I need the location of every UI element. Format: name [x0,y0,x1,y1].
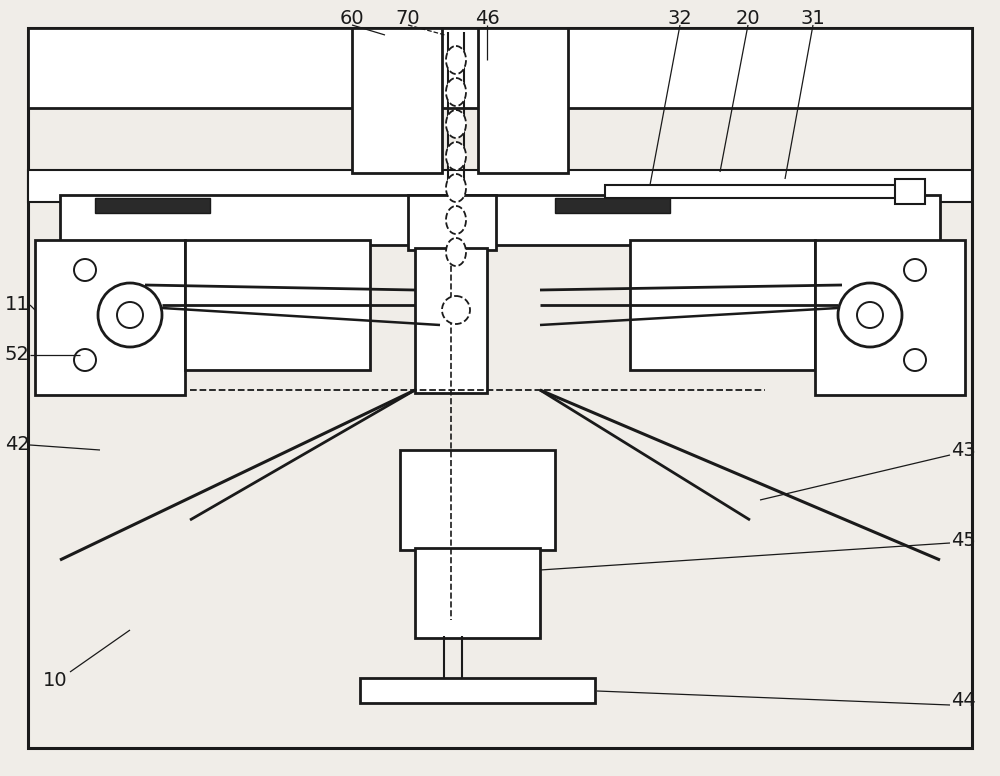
Text: 46: 46 [475,9,499,27]
Bar [895,179,925,204]
Text: 43: 43 [951,441,975,459]
Bar [35,240,185,395]
Bar [555,198,670,213]
Bar [185,240,370,370]
Bar [28,28,972,108]
Bar [415,248,487,393]
Circle shape [98,283,162,347]
Text: 20: 20 [736,9,760,27]
Circle shape [904,349,926,371]
Ellipse shape [446,110,466,138]
Text: 45: 45 [951,531,975,549]
Circle shape [117,302,143,328]
Text: 70: 70 [396,9,420,27]
Ellipse shape [446,142,466,170]
Circle shape [857,302,883,328]
Bar [60,195,940,245]
Text: 10: 10 [43,670,67,690]
Circle shape [904,259,926,281]
Bar [408,195,496,250]
Bar [352,28,442,173]
Circle shape [74,349,96,371]
Circle shape [74,259,96,281]
Bar [815,240,965,395]
Ellipse shape [446,174,466,202]
Bar [415,548,540,638]
Bar [28,170,972,202]
Text: 11: 11 [5,296,29,314]
Text: 44: 44 [951,691,975,709]
Ellipse shape [442,296,470,324]
Ellipse shape [446,206,466,234]
Ellipse shape [446,46,466,74]
Bar [95,198,210,213]
Text: 31: 31 [801,9,825,27]
Text: 52: 52 [5,345,29,365]
Ellipse shape [446,78,466,106]
Bar [360,678,595,703]
Circle shape [838,283,902,347]
Bar [400,450,555,550]
Bar [630,240,815,370]
Bar [605,185,900,198]
Text: 60: 60 [340,9,364,27]
Text: 42: 42 [5,435,29,455]
Bar [478,28,568,173]
Text: 32: 32 [668,9,692,27]
Ellipse shape [446,238,466,266]
